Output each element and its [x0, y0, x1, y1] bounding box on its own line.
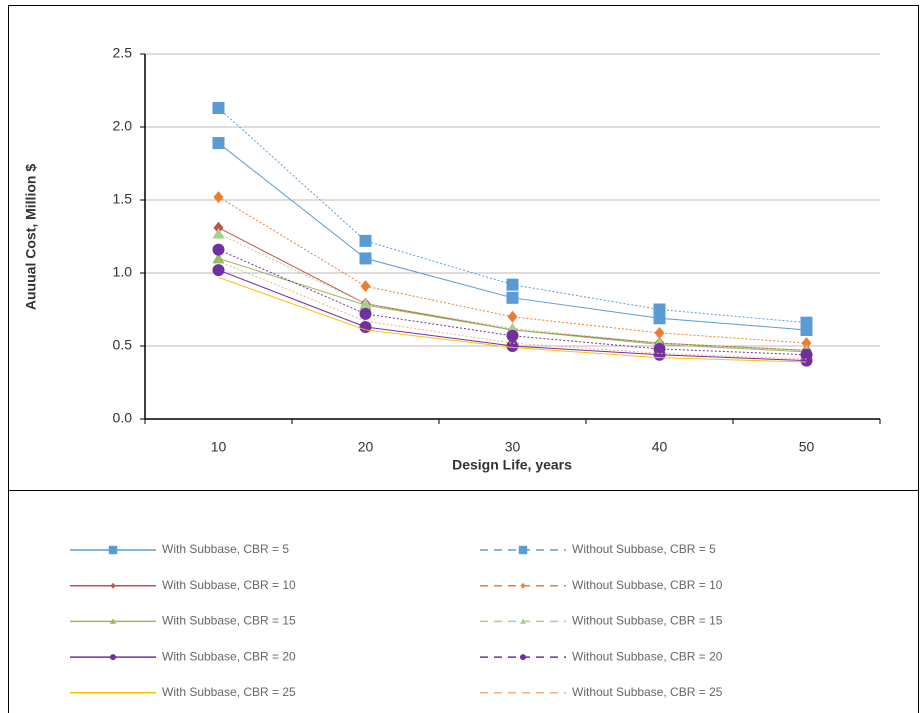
marker: [212, 264, 225, 277]
marker: [212, 102, 225, 115]
marker: [800, 316, 813, 329]
legend-marker: [520, 618, 526, 624]
y-tick-label: 1.0: [113, 264, 133, 280]
x-tick-label: 30: [505, 439, 521, 455]
series-line: [218, 233, 807, 351]
series-line: [218, 260, 807, 360]
legend-label: With Subbase, CBR = 10: [162, 578, 296, 592]
legend-marker: [110, 618, 116, 624]
legend-label: Without Subbase, CBR = 25: [572, 685, 723, 699]
legend-label: Without Subbase, CBR = 20: [572, 649, 723, 663]
marker: [359, 234, 372, 247]
marker: [653, 342, 666, 355]
marker: [359, 321, 372, 334]
marker: [506, 329, 519, 342]
marker: [507, 310, 518, 323]
marker: [212, 137, 225, 150]
marker: [654, 326, 665, 339]
marker: [212, 252, 225, 264]
legend-marker: [110, 654, 116, 661]
marker: [359, 252, 372, 265]
y-tick-label: 0.5: [113, 337, 133, 353]
marker: [801, 337, 812, 350]
marker: [360, 280, 371, 293]
legend-label: Without Subbase, CBR = 10: [572, 578, 723, 592]
legend-label: Without Subbase, CBR = 15: [572, 614, 723, 628]
legend-marker: [518, 545, 528, 555]
x-axis-label: Design Life, years: [452, 457, 572, 473]
y-tick-label: 1.5: [113, 191, 133, 207]
series-line: [218, 276, 807, 363]
chart-frame: [8, 5, 919, 713]
y-tick-label: 2.5: [113, 45, 133, 61]
x-tick-label: 40: [652, 439, 668, 455]
y-axis-label: Auuual Cost, Million $: [23, 164, 39, 310]
marker: [213, 191, 224, 204]
legend-marker: [520, 654, 526, 661]
marker: [800, 348, 813, 361]
series-line: [218, 107, 807, 324]
legend-label: With Subbase, CBR = 25: [162, 685, 296, 699]
legend-label: With Subbase, CBR = 15: [162, 614, 296, 628]
marker: [359, 297, 372, 309]
legend-marker: [520, 582, 526, 589]
legend-marker: [108, 545, 118, 555]
legend-label: Without Subbase, CBR = 5: [572, 542, 716, 556]
x-tick-label: 20: [358, 439, 374, 455]
x-tick-label: 10: [211, 439, 227, 455]
marker: [653, 303, 666, 316]
legend-label: With Subbase, CBR = 20: [162, 649, 296, 663]
legend-label: With Subbase, CBR = 5: [162, 542, 289, 556]
marker: [506, 278, 519, 291]
marker: [212, 227, 225, 239]
legend-marker: [110, 582, 116, 589]
marker: [359, 307, 372, 320]
marker: [506, 291, 519, 304]
x-tick-label: 50: [799, 439, 815, 455]
y-tick-label: 2.0: [113, 118, 133, 134]
marker: [212, 243, 225, 256]
marker: [506, 340, 519, 352]
y-tick-label: 0.0: [113, 410, 133, 426]
